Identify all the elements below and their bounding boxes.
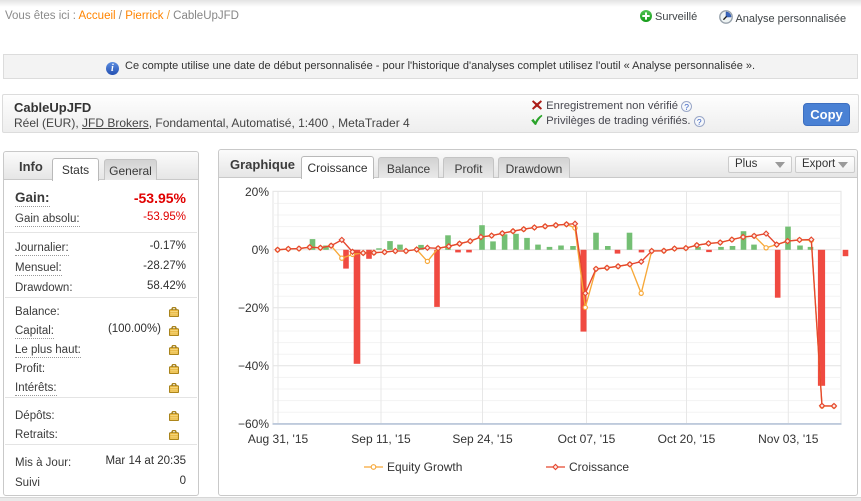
svg-text:Oct 07, '15: Oct 07, '15	[558, 432, 616, 446]
svg-text:0%: 0%	[252, 243, 270, 257]
svg-text:Equity Growth: Equity Growth	[387, 460, 462, 474]
svg-text:−20%: −20%	[238, 301, 269, 315]
svg-text:Croissance: Croissance	[569, 460, 629, 474]
svg-text:Sep 11, '15: Sep 11, '15	[351, 432, 411, 446]
svg-text:Sep 24, '15: Sep 24, '15	[452, 432, 513, 446]
svg-text:Nov 03, '15: Nov 03, '15	[758, 432, 819, 446]
svg-text:−60%: −60%	[238, 417, 269, 431]
svg-text:−40%: −40%	[238, 359, 269, 373]
svg-text:Aug 31, '15: Aug 31, '15	[248, 432, 309, 446]
svg-text:20%: 20%	[245, 185, 269, 199]
svg-text:Oct 20, '15: Oct 20, '15	[658, 432, 716, 446]
